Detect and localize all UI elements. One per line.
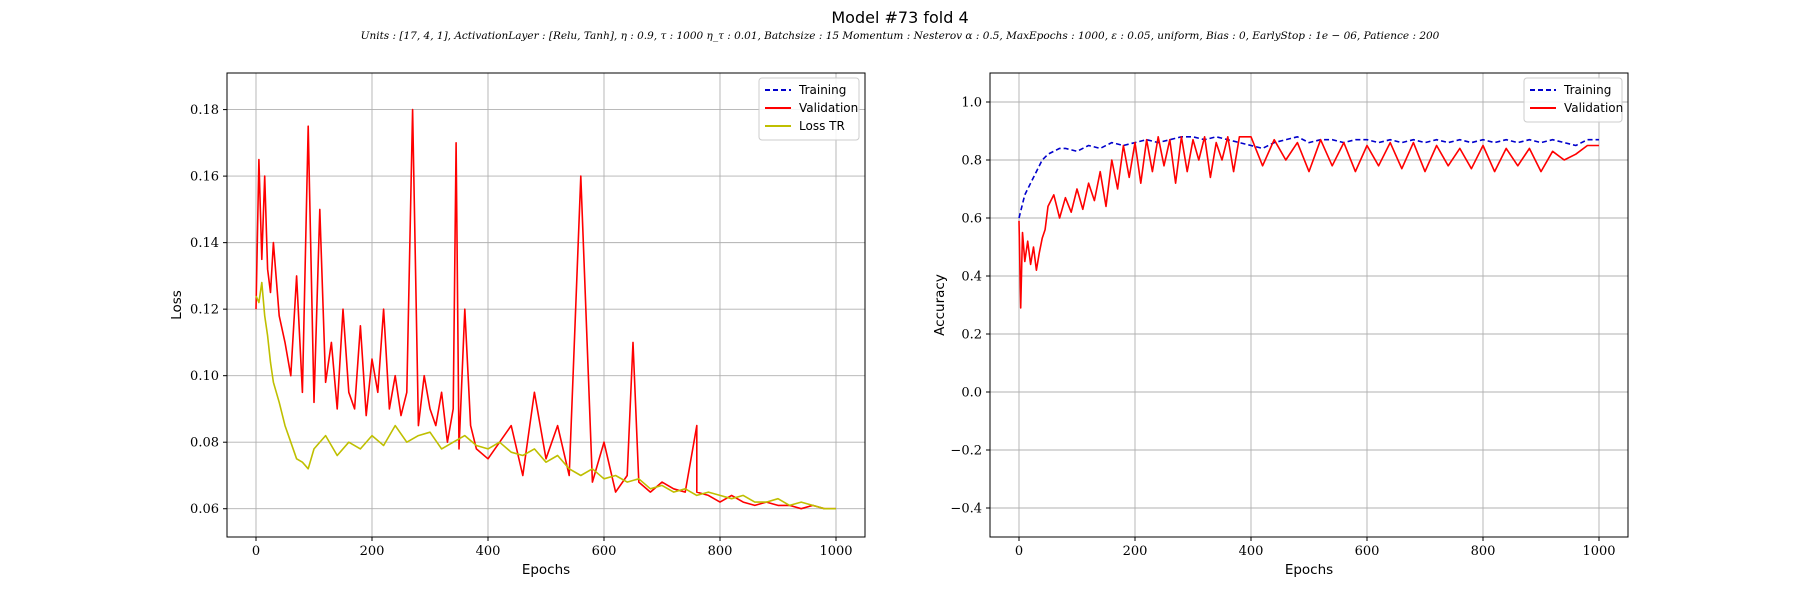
y-tick-label: 0.8 <box>961 154 982 169</box>
series-training <box>1018 136 1599 219</box>
accuracy-chart: 0 200 400 600 800 1000 −0.4 −0.2 0.0 0.2 0.4 0.6 0.8… <box>932 72 1629 578</box>
legend: Training Validation Loss TR <box>758 77 860 141</box>
y-tick-label: −0.2 <box>950 444 982 459</box>
y-tick-label: 0.4 <box>961 270 982 285</box>
y-tick-label: 0.14 <box>190 236 219 251</box>
grid <box>990 73 1628 537</box>
y-tick-label: −0.4 <box>950 502 982 517</box>
y-tick-label: 0.10 <box>190 369 219 384</box>
legend-label: Validation <box>799 101 858 115</box>
series-loss-tr <box>255 281 836 510</box>
y-tick-label: 0.18 <box>190 103 219 118</box>
y-axis-label: Loss <box>169 290 185 320</box>
y-axis-label: Accuracy <box>932 274 948 336</box>
x-tick-label: 1000 <box>1582 544 1615 559</box>
y-tick-label: 0.16 <box>190 170 219 185</box>
x-tick-label: 800 <box>1471 544 1496 559</box>
figure-title: Model #73 fold 4 <box>831 8 969 27</box>
x-axis-label: Epochs <box>1285 562 1333 578</box>
x-axis-label: Epochs <box>522 562 570 578</box>
y-tick-label: 0.12 <box>190 303 219 318</box>
axes-frame <box>226 72 866 538</box>
x-tick-label: 200 <box>1123 544 1148 559</box>
y-tick-label: 0.6 <box>961 212 982 227</box>
x-tick-label: 800 <box>708 544 733 559</box>
x-tick-label: 200 <box>360 544 385 559</box>
legend-label: Validation <box>1564 101 1623 115</box>
x-tick-label: 400 <box>476 544 501 559</box>
series-validation <box>255 108 836 510</box>
x-tick-label: 0 <box>252 544 260 559</box>
series-validation <box>1018 136 1599 309</box>
x-tick-label: 600 <box>592 544 617 559</box>
y-tick-label: 1.0 <box>961 96 982 111</box>
legend: Training Validation <box>1523 77 1623 123</box>
loss-chart: 0 200 400 600 800 1000 0.06 0.08 0.10 0.12 0.14 0.1… <box>169 72 866 578</box>
y-tick-label: 0.06 <box>190 502 219 517</box>
axes-frame <box>989 72 1629 538</box>
figure-subtitle: Units : [17, 4, 1], ActivationLayer : [R… <box>360 30 1440 42</box>
y-tick-label: 0.0 <box>961 386 982 401</box>
x-tick-label: 400 <box>1239 544 1264 559</box>
legend-label: Training <box>1563 83 1611 97</box>
legend-box <box>758 77 860 141</box>
x-tick-label: 1000 <box>819 544 852 559</box>
x-tick-label: 600 <box>1355 544 1380 559</box>
y-tick-label: 0.08 <box>190 436 219 451</box>
grid <box>227 73 865 537</box>
legend-label: Training <box>798 83 846 97</box>
y-tick-label: 0.2 <box>961 328 982 343</box>
x-tick-label: 0 <box>1015 544 1023 559</box>
legend-label: Loss TR <box>799 119 845 133</box>
